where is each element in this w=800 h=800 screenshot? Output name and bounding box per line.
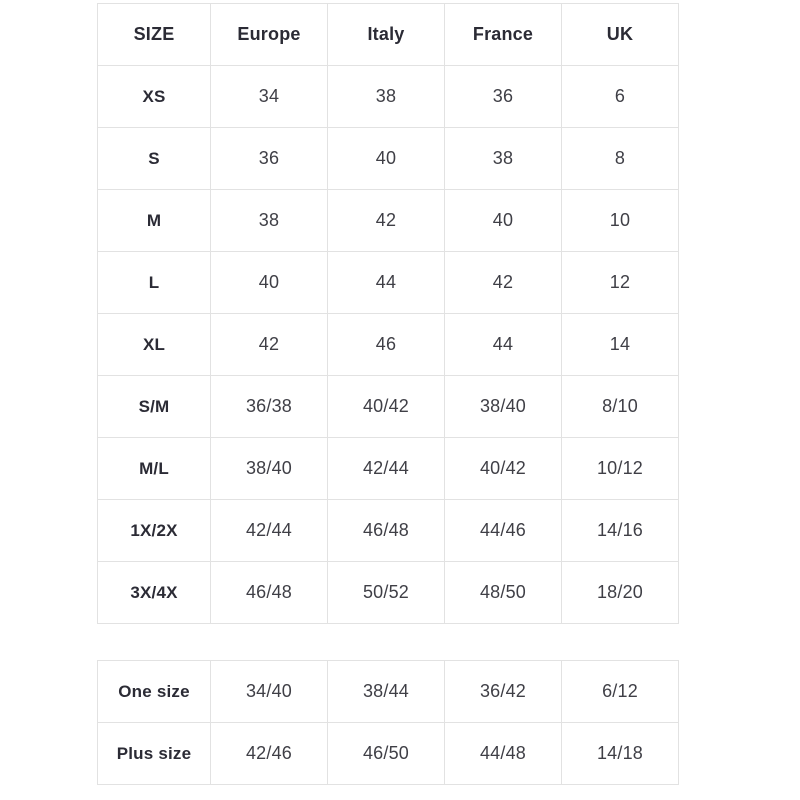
size-value-cell: 42/44 bbox=[327, 437, 445, 500]
size-value-cell: 38 bbox=[444, 127, 562, 190]
size-value-cell: 6 bbox=[561, 65, 679, 128]
table-row: One size 34/40 38/44 36/42 6/12 bbox=[97, 660, 679, 723]
size-value-cell: 40/42 bbox=[327, 375, 445, 438]
size-value-cell: 14/16 bbox=[561, 499, 679, 562]
size-value-cell: 36 bbox=[444, 65, 562, 128]
size-value-cell: 42/44 bbox=[210, 499, 328, 562]
size-table-body: XS 34 38 36 6 S 36 40 38 8 M 38 42 40 10 L 40 44 42 12 XL 42 4… bbox=[97, 65, 679, 624]
size-value-cell: 38/40 bbox=[444, 375, 562, 438]
header-cell-italy: Italy bbox=[327, 3, 445, 66]
size-label-cell: M bbox=[97, 189, 211, 252]
size-value-cell: 8/10 bbox=[561, 375, 679, 438]
size-value-cell: 38 bbox=[210, 189, 328, 252]
table-gap bbox=[97, 624, 800, 660]
size-value-cell: 18/20 bbox=[561, 561, 679, 624]
size-value-cell: 12 bbox=[561, 251, 679, 314]
size-label-cell: S/M bbox=[97, 375, 211, 438]
size-value-cell: 44/48 bbox=[444, 722, 562, 785]
header-row: SIZE Europe Italy France UK bbox=[97, 3, 679, 66]
size-value-cell: 44 bbox=[444, 313, 562, 376]
size-value-cell: 42 bbox=[210, 313, 328, 376]
size-value-cell: 36 bbox=[210, 127, 328, 190]
size-value-cell: 42 bbox=[327, 189, 445, 252]
size-value-cell: 36/42 bbox=[444, 660, 562, 723]
size-value-cell: 42 bbox=[444, 251, 562, 314]
size-value-cell: 10/12 bbox=[561, 437, 679, 500]
size-value-cell: 40 bbox=[210, 251, 328, 314]
size-label-cell: XS bbox=[97, 65, 211, 128]
size-value-cell: 38 bbox=[327, 65, 445, 128]
size-value-cell: 14/18 bbox=[561, 722, 679, 785]
table-row: S 36 40 38 8 bbox=[97, 127, 679, 190]
header-cell-europe: Europe bbox=[210, 3, 328, 66]
size-value-cell: 34 bbox=[210, 65, 328, 128]
size-value-cell: 40/42 bbox=[444, 437, 562, 500]
size-value-cell: 36/38 bbox=[210, 375, 328, 438]
size-value-cell: 40 bbox=[327, 127, 445, 190]
size-value-cell: 40 bbox=[444, 189, 562, 252]
size-label-cell: 3X/4X bbox=[97, 561, 211, 624]
table-row: M 38 42 40 10 bbox=[97, 189, 679, 252]
size-value-cell: 44 bbox=[327, 251, 445, 314]
table-row: XL 42 46 44 14 bbox=[97, 313, 679, 376]
special-size-table: One size 34/40 38/44 36/42 6/12 Plus size 42/4… bbox=[97, 660, 679, 785]
size-label-cell: L bbox=[97, 251, 211, 314]
size-label-cell: 1X/2X bbox=[97, 499, 211, 562]
size-value-cell: 50/52 bbox=[327, 561, 445, 624]
size-value-cell: 42/46 bbox=[210, 722, 328, 785]
table-row: S/M 36/38 40/42 38/40 8/10 bbox=[97, 375, 679, 438]
size-value-cell: 38/44 bbox=[327, 660, 445, 723]
size-value-cell: 44/46 bbox=[444, 499, 562, 562]
size-value-cell: 10 bbox=[561, 189, 679, 252]
size-value-cell: 38/40 bbox=[210, 437, 328, 500]
table-row: 3X/4X 46/48 50/52 48/50 18/20 bbox=[97, 561, 679, 624]
table-row: XS 34 38 36 6 bbox=[97, 65, 679, 128]
size-conversion-table: SIZE Europe Italy France UK XS 34 38 36 6 S 36… bbox=[97, 3, 679, 624]
header-cell-size: SIZE bbox=[97, 3, 211, 66]
size-value-cell: 46/48 bbox=[210, 561, 328, 624]
size-label-cell: Plus size bbox=[97, 722, 211, 785]
size-label-cell: One size bbox=[97, 660, 211, 723]
header-cell-uk: UK bbox=[561, 3, 679, 66]
size-label-cell: XL bbox=[97, 313, 211, 376]
table-row: 1X/2X 42/44 46/48 44/46 14/16 bbox=[97, 499, 679, 562]
size-label-cell: M/L bbox=[97, 437, 211, 500]
size-value-cell: 8 bbox=[561, 127, 679, 190]
header-cell-france: France bbox=[444, 3, 562, 66]
size-value-cell: 6/12 bbox=[561, 660, 679, 723]
table-row: Plus size 42/46 46/50 44/48 14/18 bbox=[97, 722, 679, 785]
size-label-cell: S bbox=[97, 127, 211, 190]
size-value-cell: 46 bbox=[327, 313, 445, 376]
size-value-cell: 48/50 bbox=[444, 561, 562, 624]
table-row: L 40 44 42 12 bbox=[97, 251, 679, 314]
size-value-cell: 46/48 bbox=[327, 499, 445, 562]
table-row: M/L 38/40 42/44 40/42 10/12 bbox=[97, 437, 679, 500]
size-value-cell: 34/40 bbox=[210, 660, 328, 723]
size-value-cell: 14 bbox=[561, 313, 679, 376]
special-size-table-body: One size 34/40 38/44 36/42 6/12 Plus size 42/4… bbox=[97, 660, 679, 785]
size-value-cell: 46/50 bbox=[327, 722, 445, 785]
